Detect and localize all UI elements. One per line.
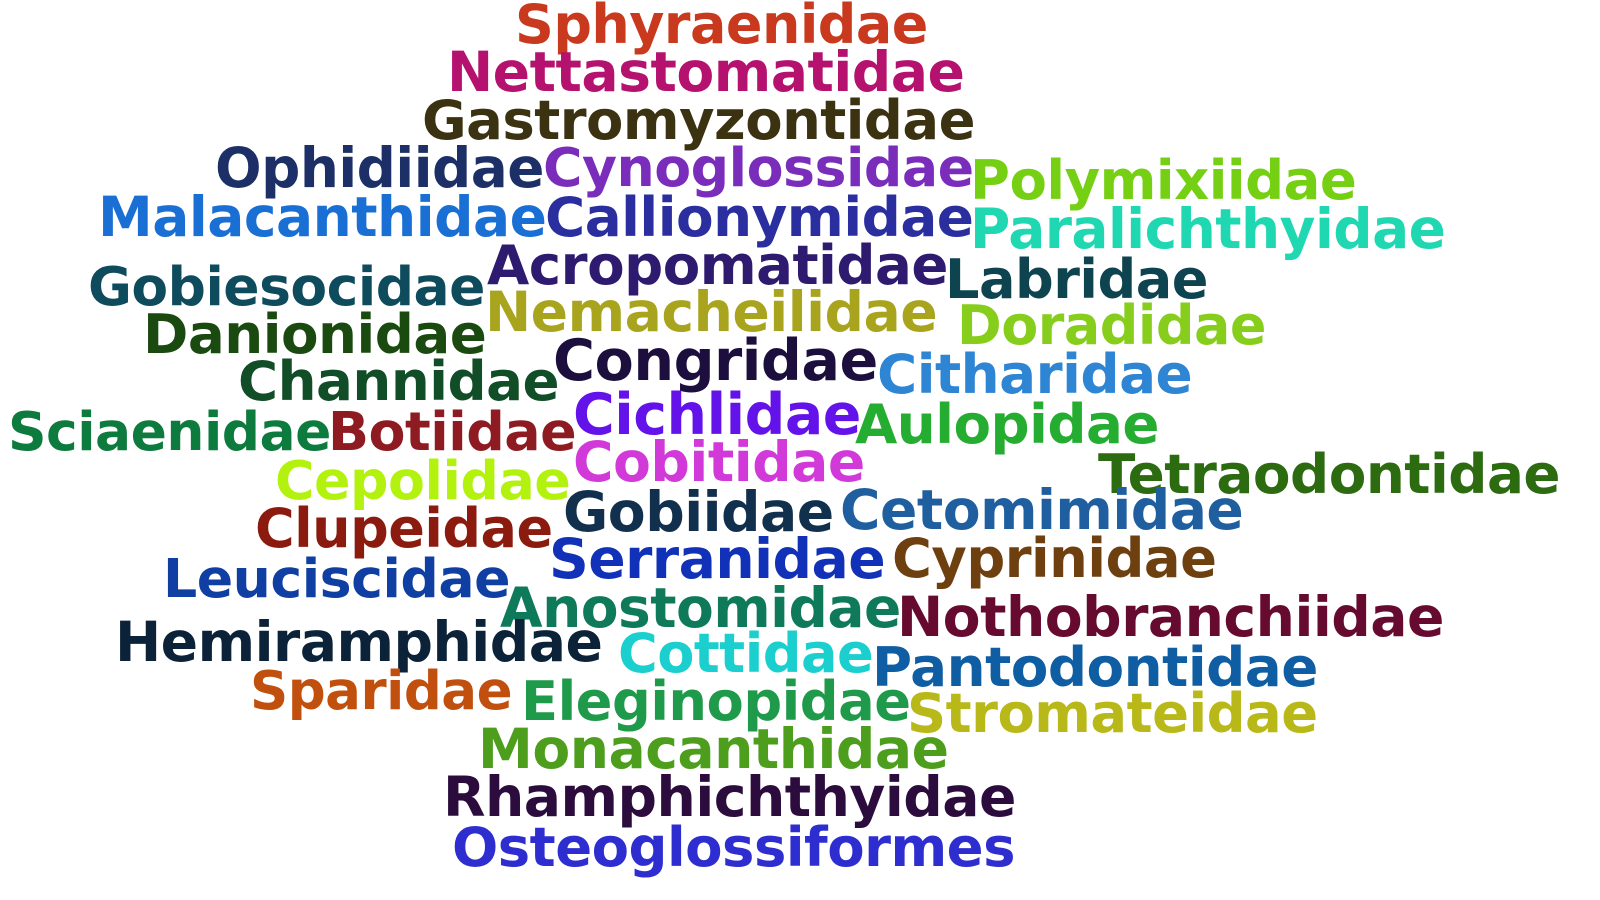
word-citharidae: Citharidae bbox=[877, 341, 1193, 406]
word-sphyraenidae: Sphyraenidae bbox=[515, 0, 928, 57]
word-cottidae: Cottidae bbox=[618, 621, 874, 685]
word-gobiesocidae: Gobiesocidae bbox=[88, 255, 485, 319]
word-monacanthidae: Monacanthidae bbox=[478, 718, 949, 783]
word-hemiramphidae: Hemiramphidae bbox=[115, 611, 603, 676]
word-cyprinidae: Cyprinidae bbox=[892, 526, 1217, 590]
word-sparidae: Sparidae bbox=[250, 660, 513, 723]
word-channidae: Channidae bbox=[238, 348, 560, 413]
word-cobitidae: Cobitidae bbox=[573, 431, 865, 496]
word-anostomidae: Anostomidae bbox=[500, 576, 901, 641]
word-botiidae: Botiidae bbox=[328, 400, 577, 464]
word-osteoglossiformes: Osteoglossiformes bbox=[452, 814, 1016, 879]
word-cepolidae: Cepolidae bbox=[275, 449, 571, 513]
word-cichlidae: Cichlidae bbox=[573, 381, 861, 448]
word-serranidae: Serranidae bbox=[549, 528, 886, 593]
word-gobiidae: Gobiidae bbox=[563, 481, 834, 546]
word-congridae: Congridae bbox=[553, 328, 878, 395]
word-stromateidae: Stromateidae bbox=[907, 681, 1318, 745]
word-leuciscidae: Leuciscidae bbox=[163, 547, 511, 611]
word-cynoglossidae: Cynoglossidae bbox=[543, 136, 974, 200]
word-tetraodontidae: Tetraodontidae bbox=[1098, 441, 1561, 506]
word-nettastomatidae: Nettastomatidae bbox=[447, 41, 965, 106]
word-doradidae: Doradidae bbox=[957, 294, 1266, 358]
word-gastromyzontidae: Gastromyzontidae bbox=[422, 88, 975, 152]
word-eleginopidae: Eleginopidae bbox=[521, 669, 911, 733]
word-pantodontidae: Pantodontidae bbox=[872, 634, 1318, 699]
word-acropomatidae: Acropomatidae bbox=[487, 232, 948, 297]
word-cetomimidae: Cetomimidae bbox=[840, 479, 1244, 544]
word-callionymidae: Callionymidae bbox=[545, 184, 974, 249]
word-paralichthyidae: Paralichthyidae bbox=[970, 196, 1446, 261]
word-polymixiidae: Polymixiidae bbox=[970, 147, 1357, 212]
word-aulopidae: Aulopidae bbox=[855, 391, 1159, 456]
word-nemacheilidae: Nemacheilidae bbox=[485, 281, 938, 346]
word-rhamphichthyidae: Rhamphichthyidae bbox=[443, 766, 1016, 831]
word-labridae: Labridae bbox=[945, 247, 1208, 311]
word-ophidiidae: Ophidiidae bbox=[215, 135, 544, 200]
word-sciaenidae: Sciaenidae bbox=[8, 400, 331, 464]
word-clupeidae: Clupeidae bbox=[255, 497, 553, 560]
word-danionidae: Danionidae bbox=[143, 301, 487, 366]
word-nothobranchiidae: Nothobranchiidae bbox=[897, 586, 1444, 651]
word-malacanthidae: Malacanthidae bbox=[98, 185, 547, 250]
